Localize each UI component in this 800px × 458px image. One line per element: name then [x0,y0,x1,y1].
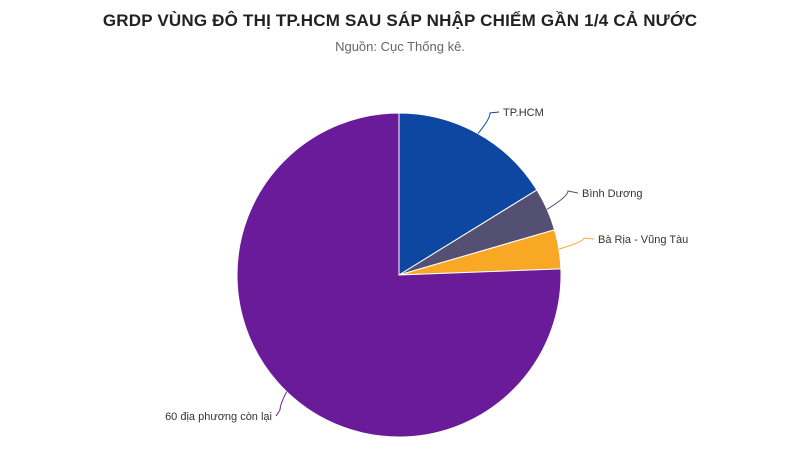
pie-slice-3[interactable] [236,112,562,438]
slice-label-1: Bình Dương [582,188,642,200]
connector-line-0 [477,111,500,134]
chart-title: GRDP VÙNG ĐÔ THỊ TP.HCM SAU SÁP NHẬP CHI… [102,11,698,30]
slice-label-0: TP.HCM [503,107,544,119]
connector-line-3 [275,391,288,417]
chart-subtitle: Nguồn: Cục Thống kê. [335,39,465,54]
connector-line-1 [546,190,579,210]
connector-line-2 [558,237,595,250]
pie-slice-0[interactable] [398,112,538,276]
slice-label-2: Bà Rịa - Vũng Tàu [598,234,688,246]
slice-label-3: 60 địa phương còn lại [165,411,272,423]
